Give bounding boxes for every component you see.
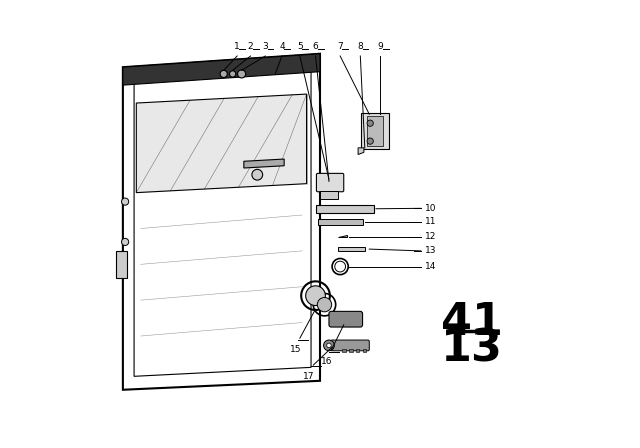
Text: 4: 4 (279, 42, 285, 51)
FancyBboxPatch shape (329, 311, 362, 327)
Text: 11: 11 (425, 217, 436, 226)
Text: 16: 16 (321, 357, 332, 366)
Circle shape (367, 120, 373, 126)
Text: 9: 9 (378, 42, 383, 51)
Text: 1: 1 (234, 42, 240, 51)
Text: 14: 14 (425, 262, 436, 271)
Polygon shape (338, 235, 347, 237)
Text: 6: 6 (313, 42, 318, 51)
FancyBboxPatch shape (316, 173, 344, 192)
Text: 12: 12 (425, 232, 436, 241)
Circle shape (237, 70, 246, 78)
Text: 10: 10 (425, 204, 436, 213)
Polygon shape (136, 94, 307, 193)
Text: 3: 3 (262, 42, 268, 51)
FancyBboxPatch shape (331, 340, 369, 351)
Circle shape (327, 343, 332, 348)
Bar (342, 349, 346, 352)
Circle shape (252, 169, 262, 180)
Text: 5: 5 (297, 42, 303, 51)
Text: 13: 13 (442, 328, 503, 371)
Text: 17: 17 (303, 372, 314, 381)
Bar (362, 349, 366, 352)
Bar (349, 349, 353, 352)
Polygon shape (244, 159, 284, 168)
Circle shape (324, 340, 334, 351)
Circle shape (230, 71, 236, 77)
Circle shape (122, 238, 129, 246)
Bar (356, 349, 360, 352)
Text: 7: 7 (337, 42, 343, 51)
Polygon shape (338, 247, 365, 251)
FancyBboxPatch shape (361, 113, 388, 149)
Circle shape (367, 138, 373, 144)
Circle shape (122, 198, 129, 205)
Circle shape (306, 286, 325, 306)
Bar (317, 219, 362, 225)
Text: 8: 8 (358, 42, 363, 51)
Text: 15: 15 (290, 345, 301, 354)
Circle shape (317, 297, 332, 312)
Bar (320, 191, 338, 199)
Bar (316, 205, 374, 213)
Polygon shape (358, 148, 364, 155)
Text: 13: 13 (425, 246, 436, 255)
Text: 2: 2 (248, 42, 253, 51)
Circle shape (220, 70, 227, 78)
Bar (367, 116, 383, 146)
Text: 41: 41 (442, 301, 503, 344)
Bar (116, 251, 127, 278)
Polygon shape (123, 54, 320, 85)
